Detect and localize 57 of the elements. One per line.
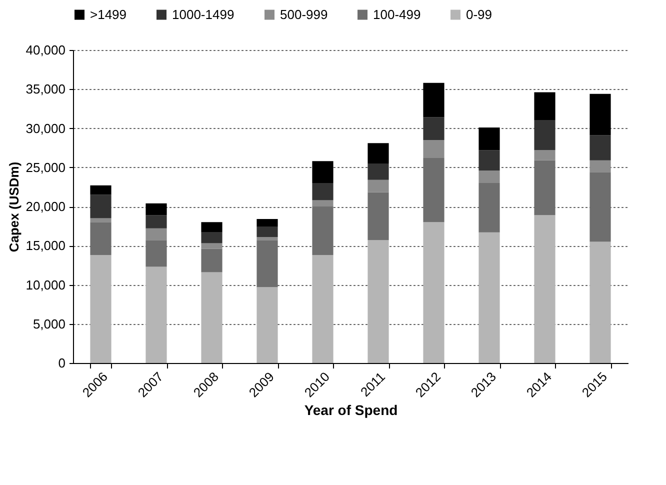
bar [368,240,389,363]
bar [256,219,278,227]
bar [368,163,389,180]
legend-label: 1000-1499 [172,6,234,22]
bar [478,170,500,184]
bar [590,242,611,363]
y-tick-label: 10,000 [26,277,66,292]
y-tick-label: 25,000 [26,160,66,175]
bar [312,161,334,184]
bar [590,135,611,160]
bar [90,255,112,363]
bar [256,287,278,363]
bar [256,237,278,240]
bar [90,218,112,222]
bar [90,194,112,218]
bar [256,226,278,238]
bar [146,228,167,240]
bar [534,92,556,120]
bar [534,150,556,160]
y-tick-label: 20,000 [26,199,66,214]
legend-label: >1499 [90,6,127,22]
y-tick-label: 30,000 [26,120,66,136]
bar [423,222,444,363]
bar [368,180,389,192]
bar [312,200,334,206]
bar [478,127,500,150]
legend-label: 500-999 [280,6,328,22]
y-tick-label: 40,000 [26,42,66,58]
bar [201,243,222,249]
y-tick-label: 35,000 [26,82,66,97]
bar [90,185,112,195]
bar [312,255,334,363]
bar [534,215,556,363]
bar [312,183,334,200]
bar [146,203,167,216]
y-axis-title: Capex (USDm) [6,162,22,252]
bar [423,82,444,118]
y-tick-label: 0 [58,356,66,370]
bar [590,94,611,136]
legend-label: 100-499 [373,6,421,22]
bar [478,150,500,171]
bar [201,232,222,244]
y-tick-label: 15,000 [26,238,66,254]
bar [478,232,500,363]
bar [146,215,167,228]
bar [368,143,389,164]
bar [590,160,611,172]
bar [201,222,222,232]
y-tick-label: 5,000 [32,316,66,332]
x-axis-title: Year of Spend [304,402,398,418]
bar [423,140,444,158]
bar [423,117,444,140]
bar [146,266,167,363]
bar [201,248,222,272]
legend-label: 0-99 [466,6,492,22]
bar [534,120,556,150]
bar [201,272,222,363]
